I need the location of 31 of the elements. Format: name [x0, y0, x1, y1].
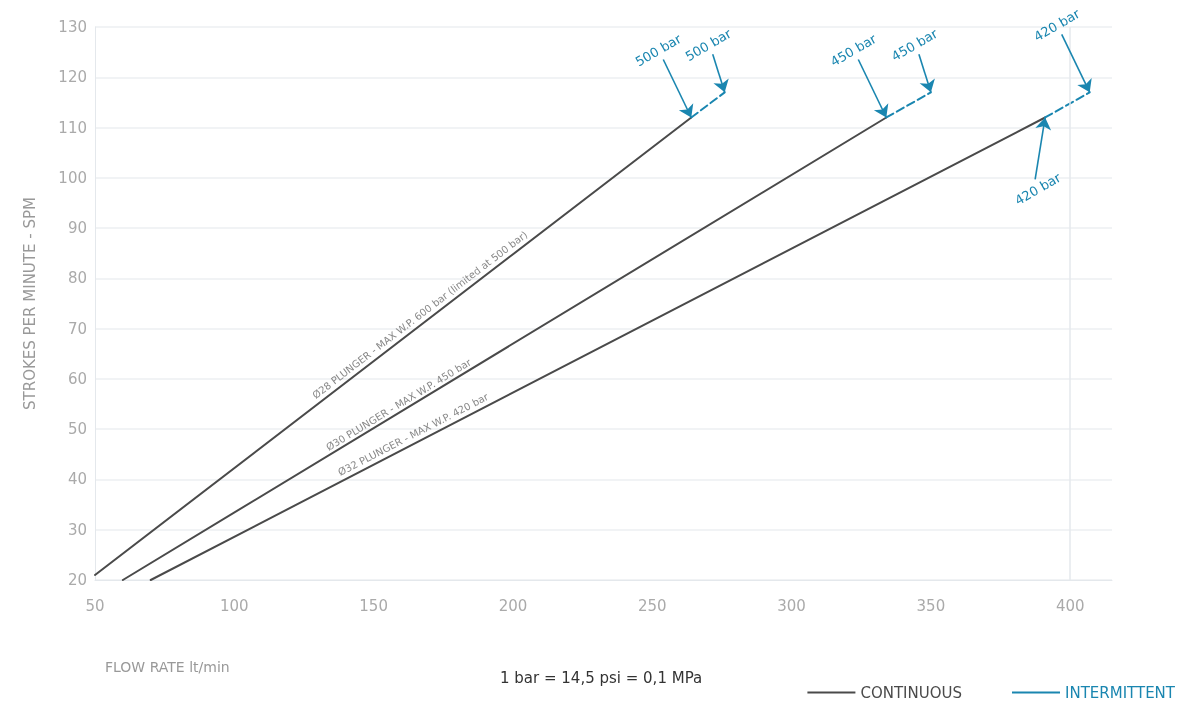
x-tick-label: 100	[219, 596, 249, 615]
x-tick-label: 300	[777, 596, 806, 615]
text: 1 bar = 14,5 psi = 0,1 MPa	[500, 668, 703, 687]
y-tick-label: 40	[67, 470, 87, 489]
y-tick-label: 130	[58, 18, 87, 36]
y-tick-label: 60	[67, 369, 87, 388]
y-axis-title: STROKES PER MINUTE - SPM	[20, 197, 39, 410]
x-tick-label: 250	[637, 596, 667, 615]
annotation: 500 bar	[682, 25, 735, 65]
y-tick-label: 70	[67, 319, 87, 338]
annotation: 420 bar	[1031, 5, 1083, 45]
x-tick-label: 350	[916, 596, 946, 615]
legend-label: INTERMITTENT	[1065, 683, 1176, 702]
x-tick-label: 150	[359, 596, 388, 615]
y-tick-label: 50	[67, 420, 87, 439]
y-tick-label: 100	[58, 168, 87, 187]
y-tick-label: 20	[67, 571, 87, 589]
annotation: 420 bar	[1012, 169, 1064, 209]
legend-label: CONTINUOUS	[860, 683, 963, 702]
annotation: 450 bar	[888, 25, 941, 65]
y-tick-label: 80	[67, 269, 87, 288]
annotation: 450 bar	[827, 30, 880, 70]
y-tick-label: 110	[58, 118, 87, 137]
x-tick-label: 200	[498, 596, 528, 615]
y-tick-label: 90	[67, 219, 87, 238]
x-tick-label: 400	[1055, 596, 1085, 615]
x-tick-label: 50	[85, 596, 105, 615]
y-tick-label: 30	[67, 520, 87, 539]
y-tick-label: 120	[58, 68, 87, 87]
annotation: 500 bar	[632, 30, 685, 70]
x-axis-title: FLOW RATE lt/min	[105, 659, 230, 675]
